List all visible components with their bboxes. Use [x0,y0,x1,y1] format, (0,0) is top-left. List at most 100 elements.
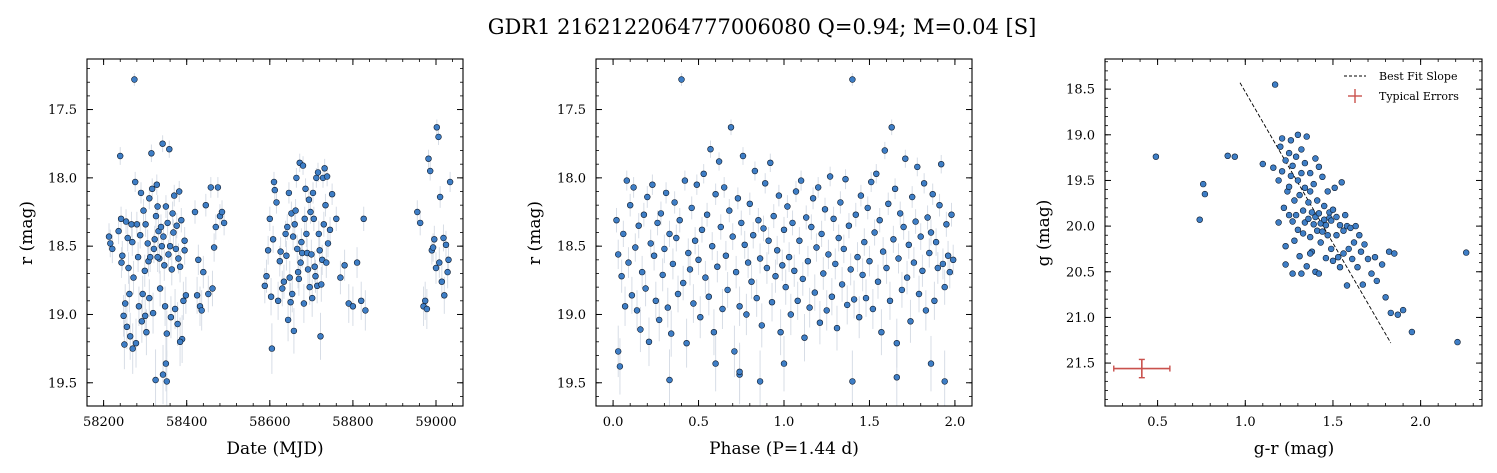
data-point [772,273,779,280]
data-point [1196,216,1203,223]
data-point [198,307,205,314]
data-point [442,241,450,249]
phase-folded-panel: 0.0 0.5 1.0 1.5 2.0 17.5 18.0 18.5 19.0 19.5 [557,58,973,430]
data-point [738,219,745,227]
x-tick-label: 0.5 [1147,415,1168,430]
data-point [1282,261,1289,268]
data-point [276,258,283,265]
data-point [1289,270,1296,277]
data-point [809,195,817,202]
data-point [168,266,176,273]
y-tick-label: 20.0 [1066,220,1095,235]
data-point [932,238,940,246]
data-point [1292,211,1300,219]
data-point [146,294,153,302]
data-point [300,300,308,307]
data-point [765,237,772,244]
y-tick-label: 19.0 [1066,128,1095,143]
data-point [1231,153,1239,160]
data-point [679,279,687,287]
data-point [1357,248,1365,255]
data-point [277,248,284,255]
data-point [1271,81,1279,88]
data-point [637,326,644,333]
data-point [915,290,923,298]
data-point [1394,311,1402,318]
data-point [633,307,641,314]
data-point [1350,239,1358,246]
data-point [116,152,124,160]
data-point [144,240,151,247]
data-point [436,193,444,201]
data-point [180,297,187,304]
data-point [284,223,291,231]
x-tick-label: 1.5 [1323,415,1344,430]
data-point [193,292,201,299]
data-point [191,208,199,216]
data-point [731,348,738,355]
data-point [173,222,180,229]
data-point [182,292,190,299]
data-point [939,260,947,268]
data-point [813,244,820,251]
data-point [1378,261,1386,268]
data-point [614,348,622,355]
data-point [726,207,733,214]
data-point [832,260,839,268]
data-point [1306,233,1314,241]
data-point [753,294,760,302]
data-point [298,238,305,246]
data-point [893,340,900,347]
data-point [436,259,443,266]
data-point [669,260,677,268]
data-point [141,267,149,274]
data-point [304,266,312,273]
data-point [802,214,810,221]
data-point [128,221,135,228]
data-point [431,236,438,243]
data-point [801,334,808,341]
data-point [1340,250,1347,257]
x-tick-label: 59000 [415,415,456,430]
data-point [1282,157,1289,164]
data-point [444,268,451,276]
data-point [1301,159,1309,167]
data-point [1306,188,1314,195]
data-point [645,338,653,345]
data-point [158,243,166,250]
data-point [218,208,226,216]
data-point [724,286,731,294]
data-point [919,267,926,274]
data-point [109,245,116,253]
data-point [893,374,900,381]
data-point [176,188,183,195]
data-point [941,378,948,385]
data-point [142,312,149,319]
data-point [1291,237,1298,244]
data-point [843,301,851,309]
data-point [267,293,275,300]
data-point [833,324,841,332]
data-point [767,159,774,167]
data-point [770,212,777,220]
y-tick-label: 17.5 [48,103,77,118]
data-point [117,215,125,223]
data-point [220,219,228,227]
data-point [115,227,122,235]
data-point [820,270,827,277]
data-point [146,195,153,202]
data-point [741,241,748,249]
data-point [328,191,336,198]
data-point [323,259,330,266]
data-point [1343,282,1351,289]
data-point [811,289,818,296]
data-point [135,303,143,310]
data-point [855,314,863,321]
data-point [1361,241,1368,248]
data-point [797,177,805,184]
data-point [1287,137,1295,144]
data-point [720,184,728,191]
data-point [161,262,168,269]
data-point [1354,264,1361,271]
data-point [1313,197,1321,204]
